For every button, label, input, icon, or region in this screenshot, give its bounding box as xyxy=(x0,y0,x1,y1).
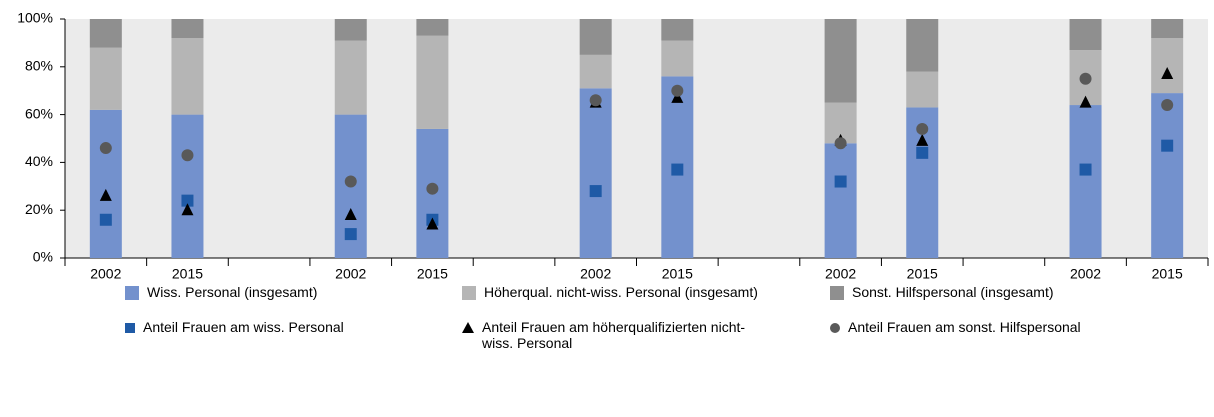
bar-segment xyxy=(89,19,122,48)
marker-circle xyxy=(589,94,602,107)
marker-square xyxy=(99,213,112,226)
legend-swatch xyxy=(125,323,135,333)
marker-triangle xyxy=(916,133,929,146)
bar-segment xyxy=(171,19,204,39)
marker-square xyxy=(589,185,602,198)
marker-circle xyxy=(344,175,357,188)
bar-segment xyxy=(1151,93,1184,258)
bar-segment xyxy=(334,19,367,41)
y-tick-label: 0% xyxy=(33,249,53,265)
marker-triangle xyxy=(671,90,684,103)
marker-square xyxy=(916,146,929,159)
bar-segment xyxy=(171,114,204,258)
marker-triangle xyxy=(181,203,194,216)
chart: 0% 20% 40% 60% 80% 100% 2002 2015 2002 2015 2002 20… xyxy=(17,10,1209,280)
legend-swatch xyxy=(830,323,840,333)
marker-triangle xyxy=(344,207,357,220)
x-tick-label: 2002 xyxy=(90,266,121,280)
bar-segment xyxy=(89,47,122,110)
bar-segment xyxy=(661,40,694,77)
marker-circle xyxy=(181,149,194,162)
bar-segment xyxy=(1069,105,1102,258)
marker-square xyxy=(344,228,357,241)
legend-item: Anteil Frauen am höherqualifizierten nic… xyxy=(462,319,752,351)
x-tick-label: 2002 xyxy=(580,266,611,280)
marker-square xyxy=(671,163,684,176)
bar-segment xyxy=(824,19,857,103)
y-tick-label: 60% xyxy=(25,105,53,121)
legend-item: Wiss. Personal (insgesamt) xyxy=(125,284,317,300)
bar-segment xyxy=(579,19,612,55)
marker-square xyxy=(1079,163,1092,176)
marker-square xyxy=(834,175,847,188)
bar-segment xyxy=(579,88,612,258)
y-tick-label: 80% xyxy=(25,58,53,74)
x-tick-label: 2015 xyxy=(907,266,938,280)
legend-label: Anteil Frauen am wiss. Personal xyxy=(143,319,344,335)
marker-triangle xyxy=(99,188,112,201)
marker-circle xyxy=(1161,99,1174,112)
marker-circle xyxy=(834,137,847,150)
marker-circle xyxy=(99,142,112,155)
y-tick-label: 20% xyxy=(25,201,53,217)
x-tick-label: 2002 xyxy=(335,266,366,280)
bar-segment xyxy=(416,35,449,129)
legend-swatch xyxy=(462,322,474,333)
legend-swatch xyxy=(125,286,139,300)
marker-circle xyxy=(426,182,439,195)
x-tick-label: 2015 xyxy=(172,266,203,280)
marker-circle xyxy=(916,122,929,135)
bar-segment xyxy=(1069,19,1102,51)
x-tick-label: 2002 xyxy=(825,266,856,280)
legend-label: Anteil Frauen am sonst. Hilfspersonal xyxy=(848,319,1081,335)
legend-item: Höherqual. nicht-wiss. Personal (insgesa… xyxy=(462,284,758,300)
bar-segment xyxy=(579,54,612,89)
bar-segment xyxy=(334,40,367,115)
legend-label: Anteil Frauen am höherqualifizierten nic… xyxy=(482,319,746,351)
x-tick-label: 2015 xyxy=(417,266,448,280)
legend-item: Anteil Frauen am wiss. Personal xyxy=(125,319,344,335)
marker-square xyxy=(181,194,194,207)
plot-background xyxy=(65,19,1208,258)
marker-square xyxy=(1161,139,1174,152)
marker-triangle xyxy=(1079,95,1092,108)
bar-segment xyxy=(171,38,204,115)
bar-segment xyxy=(1151,19,1184,39)
x-tick-label: 2015 xyxy=(1152,266,1183,280)
marker-circle xyxy=(1079,72,1092,85)
legend-label: Wiss. Personal (insgesamt) xyxy=(147,284,318,300)
y-tick-label: 100% xyxy=(17,10,53,26)
bar-segment xyxy=(1151,38,1184,94)
marker-circle xyxy=(671,84,684,97)
x-tick-label: 2015 xyxy=(662,266,693,280)
x-tick-label: 2002 xyxy=(1070,266,1101,280)
legend-label: Höherqual. nicht-wiss. Personal (insgesa… xyxy=(484,284,758,300)
bar-segment xyxy=(824,143,857,258)
legend-swatch xyxy=(462,286,476,300)
bar-segment xyxy=(416,19,449,36)
bar-segment xyxy=(906,19,939,72)
y-tick-label: 40% xyxy=(25,153,53,169)
legend-item: Anteil Frauen am sonst. Hilfspersonal xyxy=(830,319,1081,335)
marker-triangle xyxy=(1161,66,1174,79)
legend-label: Sonst. Hilfspersonal (insgesamt) xyxy=(852,284,1054,300)
legend-item: Sonst. Hilfspersonal (insgesamt) xyxy=(830,284,1054,300)
bar-segment xyxy=(89,109,122,258)
marker-triangle xyxy=(426,217,439,230)
bar-segment xyxy=(906,71,939,108)
legend-swatch xyxy=(830,286,844,300)
bar-segment xyxy=(661,19,694,41)
